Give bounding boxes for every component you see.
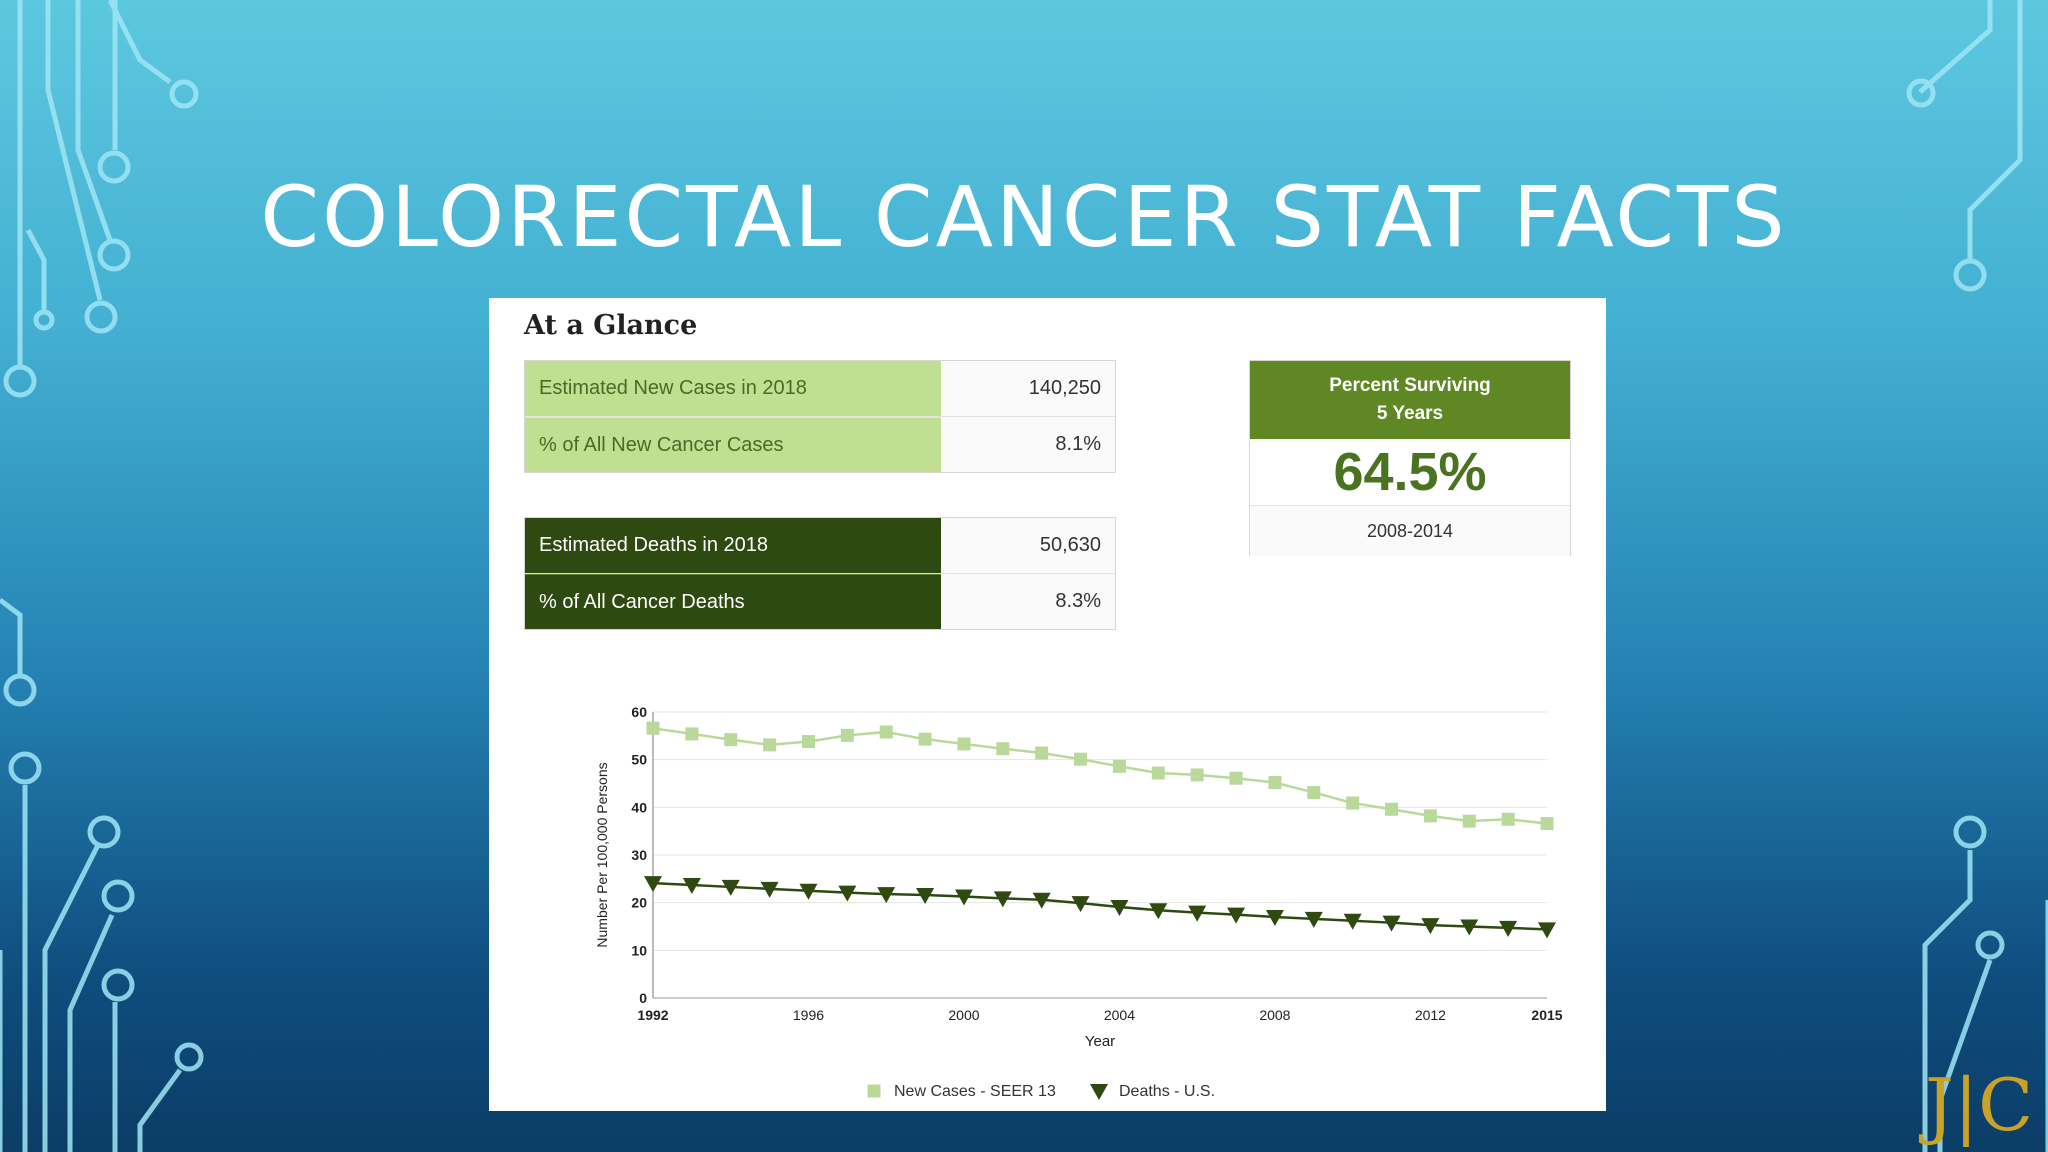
data-point [644, 876, 662, 893]
data-point [646, 721, 660, 735]
legend-label: New Cases - SEER 13 [894, 1083, 1056, 1100]
y-tick-label: 30 [631, 847, 647, 863]
data-point [760, 881, 779, 898]
new-cases-value: 140,250 [941, 361, 1115, 416]
y-tick-label: 10 [631, 942, 647, 958]
data-point [1423, 809, 1437, 823]
data-point [1265, 909, 1284, 926]
y-tick-label: 40 [631, 799, 647, 815]
data-point [1346, 796, 1360, 810]
new-cases-table: Estimated New Cases in 2018 140,250 % of… [524, 360, 1116, 473]
survival-period: 2008-2014 [1250, 506, 1570, 556]
pct-deaths-label: % of All Cancer Deaths [525, 574, 941, 629]
survival-box: Percent Surviving 5 Years 64.5% 2008-201… [1249, 360, 1571, 556]
slide-title: COLORECTAL CANCER STAT FACTS [260, 168, 1788, 266]
x-tick-label: 2012 [1415, 1007, 1446, 1023]
survival-heading-line2: 5 Years [1376, 403, 1444, 424]
data-point [1229, 771, 1243, 785]
deaths-label: Estimated Deaths in 2018 [525, 518, 941, 573]
data-point [1501, 812, 1515, 826]
legend-marker [1090, 1084, 1108, 1100]
data-point [763, 738, 777, 752]
y-tick-label: 20 [631, 895, 647, 911]
table-row: % of All New Cancer Cases 8.1% [525, 416, 1115, 472]
stat-facts-panel: At a Glance Estimated New Cases in 2018 … [489, 298, 1606, 1111]
x-tick-label: 1996 [793, 1007, 824, 1023]
data-point [685, 727, 699, 741]
y-tick-label: 50 [631, 752, 647, 768]
y-tick-label: 60 [631, 704, 647, 720]
data-point [1110, 899, 1129, 916]
data-point [1227, 907, 1246, 924]
data-point [1304, 911, 1323, 928]
legend-label: Deaths - U.S. [1119, 1083, 1215, 1100]
data-point [1190, 768, 1204, 782]
data-point [724, 733, 738, 747]
data-point [1307, 786, 1321, 800]
series-line-1 [652, 881, 1548, 931]
at-a-glance-heading: At a Glance [524, 310, 698, 341]
jc-logo: J|C [1925, 1063, 2034, 1147]
data-point [996, 742, 1010, 756]
data-point [1074, 752, 1088, 766]
table-row: % of All Cancer Deaths 8.3% [525, 573, 1115, 629]
legend-marker [867, 1084, 881, 1098]
data-point [954, 889, 973, 906]
data-point [682, 878, 701, 895]
x-tick-label: 2000 [948, 1007, 979, 1023]
data-point [1151, 766, 1165, 780]
data-point [838, 885, 857, 902]
data-point [1188, 905, 1207, 922]
data-point [1460, 919, 1479, 936]
data-point [1112, 759, 1126, 773]
x-tick-label: 1992 [637, 1007, 668, 1023]
data-point [1035, 746, 1049, 760]
data-point [840, 728, 854, 742]
survival-heading: Percent Surviving 5 Years [1250, 361, 1570, 439]
table-row: Estimated Deaths in 2018 50,630 [525, 518, 1115, 573]
data-point [1268, 776, 1282, 790]
data-point [879, 725, 893, 739]
pct-new-cases-label: % of All New Cancer Cases [525, 417, 941, 472]
data-point [1421, 918, 1440, 935]
data-point [916, 888, 935, 905]
data-point [1538, 922, 1556, 939]
data-point [1382, 915, 1401, 932]
survival-heading-line1: Percent Surviving [1329, 375, 1491, 396]
data-point [957, 737, 971, 751]
x-tick-label: 2008 [1259, 1007, 1290, 1023]
data-point [1385, 802, 1399, 816]
series-line-0 [652, 726, 1548, 825]
data-point [721, 879, 740, 896]
x-tick-label: 2004 [1104, 1007, 1135, 1023]
y-tick-label: 0 [639, 990, 647, 1006]
x-axis-label: Year [1085, 1033, 1115, 1050]
survival-percent: 64.5% [1250, 439, 1570, 506]
deaths-value: 50,630 [941, 518, 1115, 573]
new-cases-label: Estimated New Cases in 2018 [525, 361, 941, 416]
data-point [1462, 814, 1476, 828]
data-point [993, 891, 1012, 908]
data-point [1149, 903, 1168, 920]
pct-deaths-value: 8.3% [941, 574, 1115, 629]
table-row: Estimated New Cases in 2018 140,250 [525, 361, 1115, 416]
data-point [1499, 920, 1518, 937]
data-point [918, 732, 932, 746]
data-point [877, 887, 896, 904]
data-point [799, 883, 818, 900]
data-point [1540, 817, 1554, 831]
data-point [801, 735, 815, 749]
data-point [1071, 896, 1090, 913]
y-axis-label: Number Per 100,000 Persons [594, 762, 610, 947]
pct-new-cases-value: 8.1% [941, 417, 1115, 472]
x-tick-label: 2015 [1531, 1007, 1562, 1023]
trend-chart: 0 10 20 30 40 50 60 1992 1996 2000 2004 2008 2012 201… [594, 704, 1563, 1100]
deaths-table: Estimated Deaths in 2018 50,630 % of All… [524, 517, 1116, 630]
data-point [1343, 913, 1362, 930]
data-point [1032, 892, 1051, 909]
